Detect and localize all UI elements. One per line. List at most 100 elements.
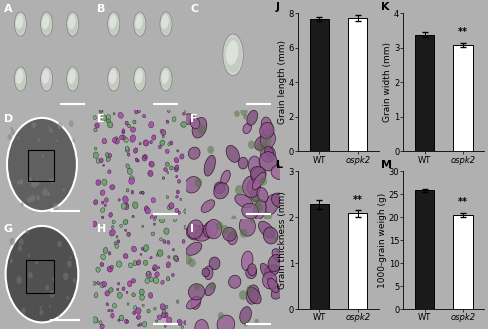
Ellipse shape — [143, 249, 146, 252]
Ellipse shape — [25, 229, 29, 234]
Ellipse shape — [116, 236, 118, 238]
Ellipse shape — [162, 135, 164, 138]
Bar — [347, 214, 366, 309]
Ellipse shape — [139, 323, 142, 326]
Ellipse shape — [133, 120, 136, 124]
Ellipse shape — [261, 117, 272, 137]
Ellipse shape — [10, 127, 13, 131]
Ellipse shape — [68, 70, 75, 84]
Ellipse shape — [93, 116, 96, 119]
Ellipse shape — [117, 282, 120, 285]
Ellipse shape — [134, 12, 145, 36]
Ellipse shape — [228, 275, 241, 288]
Ellipse shape — [97, 281, 100, 285]
Ellipse shape — [10, 259, 13, 263]
Ellipse shape — [52, 277, 55, 281]
Ellipse shape — [110, 313, 114, 318]
Ellipse shape — [100, 282, 105, 288]
Ellipse shape — [256, 187, 267, 202]
Ellipse shape — [106, 119, 110, 123]
Ellipse shape — [174, 257, 179, 262]
Ellipse shape — [36, 195, 40, 200]
Ellipse shape — [104, 198, 108, 202]
Ellipse shape — [117, 292, 122, 298]
Ellipse shape — [122, 130, 124, 134]
Ellipse shape — [124, 229, 126, 232]
Ellipse shape — [117, 288, 119, 291]
Ellipse shape — [42, 188, 48, 196]
Ellipse shape — [137, 160, 139, 162]
Ellipse shape — [143, 245, 148, 251]
Ellipse shape — [251, 167, 264, 183]
Ellipse shape — [119, 135, 123, 139]
Ellipse shape — [217, 312, 224, 319]
Ellipse shape — [163, 168, 167, 172]
Text: **: ** — [457, 27, 467, 37]
Ellipse shape — [73, 278, 76, 283]
Ellipse shape — [28, 272, 33, 279]
Ellipse shape — [224, 37, 241, 73]
Ellipse shape — [243, 123, 251, 134]
Ellipse shape — [128, 178, 134, 184]
Ellipse shape — [271, 286, 282, 299]
Ellipse shape — [140, 295, 144, 300]
Ellipse shape — [94, 128, 97, 132]
Ellipse shape — [68, 15, 75, 29]
Ellipse shape — [125, 146, 129, 151]
Ellipse shape — [125, 203, 128, 208]
Ellipse shape — [227, 232, 237, 245]
Text: **: ** — [352, 195, 362, 205]
Ellipse shape — [107, 12, 120, 36]
Ellipse shape — [246, 110, 257, 125]
Ellipse shape — [139, 289, 144, 295]
Ellipse shape — [101, 201, 104, 204]
Ellipse shape — [167, 204, 172, 210]
Ellipse shape — [124, 204, 128, 210]
Ellipse shape — [10, 238, 15, 245]
Ellipse shape — [124, 319, 128, 324]
Ellipse shape — [101, 216, 103, 219]
Ellipse shape — [148, 122, 153, 128]
Ellipse shape — [156, 253, 159, 256]
Ellipse shape — [110, 309, 113, 312]
Ellipse shape — [183, 254, 191, 265]
Ellipse shape — [134, 67, 145, 91]
Ellipse shape — [17, 180, 20, 185]
Ellipse shape — [139, 191, 142, 194]
Ellipse shape — [128, 263, 132, 268]
Ellipse shape — [173, 218, 176, 222]
Ellipse shape — [178, 211, 180, 214]
Ellipse shape — [225, 40, 238, 65]
Ellipse shape — [114, 138, 119, 144]
Ellipse shape — [208, 282, 215, 289]
Ellipse shape — [122, 135, 125, 140]
Ellipse shape — [271, 249, 284, 263]
Ellipse shape — [165, 162, 169, 166]
Ellipse shape — [260, 145, 275, 162]
Ellipse shape — [138, 324, 140, 326]
Ellipse shape — [115, 244, 119, 248]
Ellipse shape — [214, 182, 224, 194]
Ellipse shape — [153, 268, 155, 270]
Bar — [26, 260, 54, 293]
Ellipse shape — [181, 114, 195, 124]
Ellipse shape — [192, 117, 206, 138]
Ellipse shape — [263, 211, 271, 221]
Ellipse shape — [161, 70, 168, 84]
Ellipse shape — [56, 139, 58, 142]
Ellipse shape — [150, 215, 154, 220]
Ellipse shape — [145, 271, 151, 278]
Ellipse shape — [137, 315, 141, 319]
Ellipse shape — [93, 152, 98, 158]
Ellipse shape — [117, 240, 120, 243]
Ellipse shape — [252, 172, 265, 190]
Bar — [309, 204, 328, 309]
Ellipse shape — [121, 203, 126, 209]
Ellipse shape — [144, 208, 150, 214]
Ellipse shape — [129, 176, 134, 181]
Ellipse shape — [32, 181, 37, 188]
Ellipse shape — [94, 147, 97, 150]
Ellipse shape — [258, 221, 274, 238]
Ellipse shape — [114, 242, 116, 245]
Ellipse shape — [259, 177, 266, 186]
